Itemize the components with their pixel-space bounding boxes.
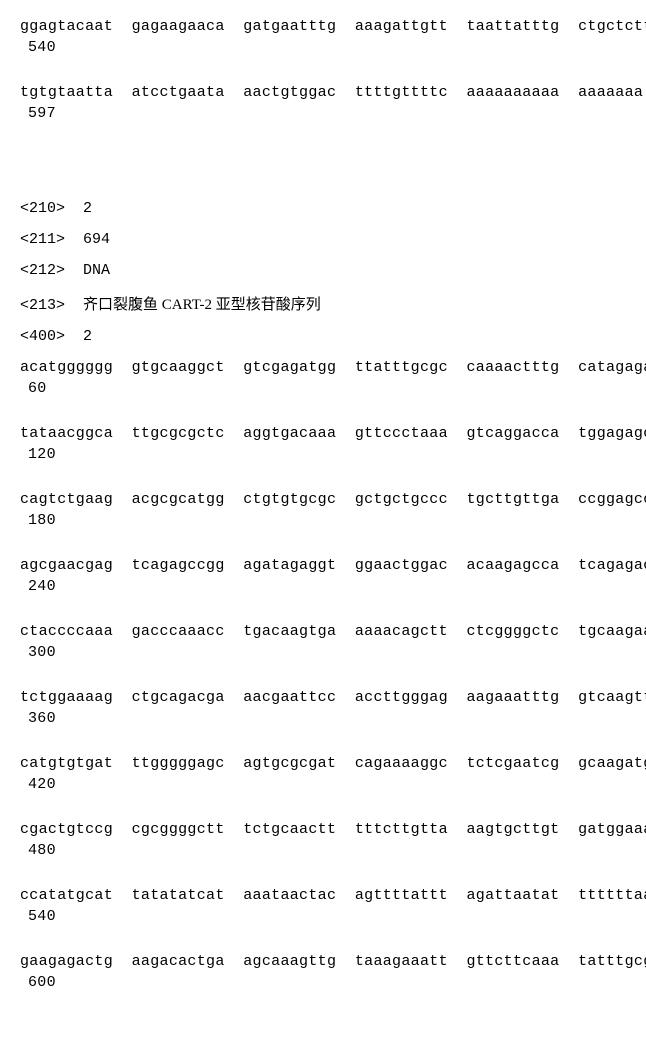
seq-row: tctggaaaag ctgcagacga aacgaattcc accttgg… [20, 689, 646, 727]
header-211: <211> 694 [20, 231, 646, 248]
seq-groups: cagtctgaag acgcgcatgg ctgtgtgcgc gctgctg… [20, 491, 646, 508]
seq-position: 180 [28, 512, 646, 529]
seq-position: 300 [28, 644, 646, 661]
prev-sequence-tail: ggagtacaat gagaagaaca gatgaatttg aaagatt… [20, 18, 646, 122]
header-value: 齐口裂腹鱼 CART-2 亚型核苷酸序列 [83, 297, 321, 313]
seq-position: 480 [28, 842, 646, 859]
seq-position: 540 [28, 908, 646, 925]
header-tag: <210> [20, 200, 65, 217]
seq-row: agcgaacgag tcagagccgg agatagaggt ggaactg… [20, 557, 646, 595]
seq-groups: cgactgtccg cgcggggctt tctgcaactt tttcttg… [20, 821, 646, 838]
seq-position: 240 [28, 578, 646, 595]
seq-row: tgtgtaatta atcctgaata aactgtggac ttttgtt… [20, 84, 646, 122]
header-value: 2 [83, 328, 92, 345]
header-212: <212> DNA [20, 262, 646, 279]
header-213: <213> 齐口裂腹鱼 CART-2 亚型核苷酸序列 [20, 293, 646, 314]
seq-position: 600 [28, 974, 646, 991]
header-value: DNA [83, 262, 110, 279]
seq-position: 60 [28, 380, 646, 397]
header-tag: <213> [20, 297, 65, 314]
seq-row: cagtctgaag acgcgcatgg ctgtgtgcgc gctgctg… [20, 491, 646, 529]
header-tag: <212> [20, 262, 65, 279]
seq-groups: tgtgtaatta atcctgaata aactgtggac ttttgtt… [20, 84, 646, 101]
seq-row: cgactgtccg cgcggggctt tctgcaactt tttcttg… [20, 821, 646, 859]
seq-groups: acatgggggg gtgcaaggct gtcgagatgg ttatttg… [20, 359, 646, 376]
seq-row: tataacggca ttgcgcgctc aggtgacaaa gttccct… [20, 425, 646, 463]
seq-row: ctaccccaaa gacccaaacc tgacaagtga aaaacag… [20, 623, 646, 661]
seq-row: acatgggggg gtgcaaggct gtcgagatgg ttatttg… [20, 359, 646, 397]
seq-position: 120 [28, 446, 646, 463]
seq-groups: gaagagactg aagacactga agcaaagttg taaagaa… [20, 953, 646, 970]
seq-position: 540 [28, 39, 646, 56]
header-value: 694 [83, 231, 110, 248]
seq-position: 360 [28, 710, 646, 727]
header-400: <400> 2 [20, 328, 646, 345]
seq-groups: agcgaacgag tcagagccgg agatagaggt ggaactg… [20, 557, 646, 574]
seq-groups: tataacggca ttgcgcgctc aggtgacaaa gttccct… [20, 425, 646, 442]
seq-groups: catgtgtgat ttgggggagc agtgcgcgat cagaaaa… [20, 755, 646, 772]
seq-row: catgtgtgat ttgggggagc agtgcgcgat cagaaaa… [20, 755, 646, 793]
seq-row: ccatatgcat tatatatcat aaataactac agtttta… [20, 887, 646, 925]
seq-row: gaagagactg aagacactga agcaaagttg taaagaa… [20, 953, 646, 991]
sequence-header-block: <210> 2 <211> 694 <212> DNA <213> 齐口裂腹鱼 … [20, 200, 646, 345]
header-tag: <211> [20, 231, 65, 248]
seq-groups: ggagtacaat gagaagaaca gatgaatttg aaagatt… [20, 18, 646, 35]
header-value: 2 [83, 200, 92, 217]
header-tag: <400> [20, 328, 65, 345]
seq-position: 420 [28, 776, 646, 793]
seq-row: ggagtacaat gagaagaaca gatgaatttg aaagatt… [20, 18, 646, 56]
seq-groups: ctaccccaaa gacccaaacc tgacaagtga aaaacag… [20, 623, 646, 640]
sequence-body: acatgggggg gtgcaaggct gtcgagatgg ttatttg… [20, 359, 646, 991]
seq-groups: ccatatgcat tatatatcat aaataactac agtttta… [20, 887, 646, 904]
section-gap [20, 150, 646, 200]
seq-groups: tctggaaaag ctgcagacga aacgaattcc accttgg… [20, 689, 646, 706]
seq-position: 597 [28, 105, 646, 122]
header-210: <210> 2 [20, 200, 646, 217]
